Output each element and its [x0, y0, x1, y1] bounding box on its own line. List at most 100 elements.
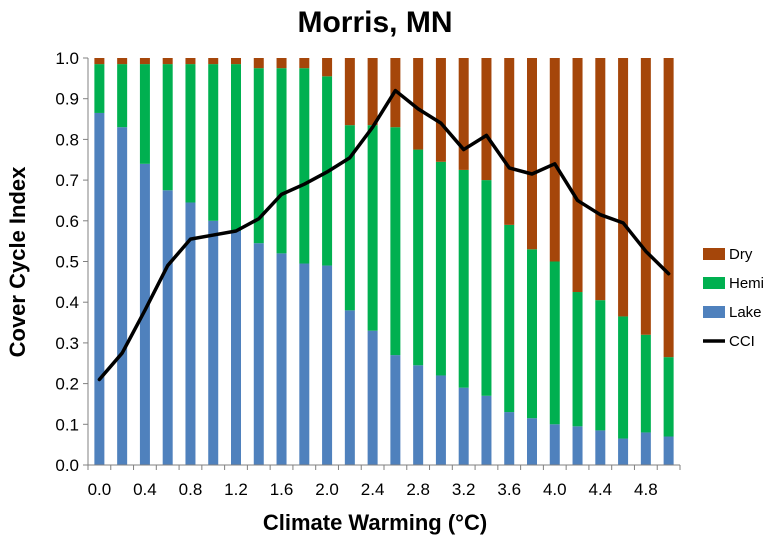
- bar-lake-22: [595, 430, 606, 465]
- bar-dry-25: [663, 58, 674, 358]
- bar-hemi-12: [367, 125, 378, 331]
- bar-hemi-17: [481, 180, 492, 396]
- bar-lake-5: [208, 220, 219, 465]
- bar-lake-16: [458, 387, 469, 465]
- bar-hemi-7: [253, 68, 264, 244]
- bar-dry-20: [549, 58, 560, 262]
- legend-swatch-dry: [703, 248, 725, 260]
- bar-dry-17: [481, 58, 492, 181]
- legend-label-dry: Dry: [729, 246, 753, 263]
- bar-lake-24: [640, 432, 651, 465]
- x-tick-label: 2.0: [315, 480, 339, 499]
- cci-line-group: [97, 88, 671, 382]
- bar-hemi-13: [390, 127, 401, 356]
- bar-lake-8: [276, 253, 287, 465]
- bar-dry-14: [413, 58, 424, 150]
- bar-hemi-0: [94, 64, 105, 113]
- bar-lake-21: [572, 426, 583, 465]
- bar-hemi-23: [618, 316, 629, 439]
- y-tick-label: 0.6: [55, 212, 79, 231]
- bar-hemi-6: [231, 64, 241, 231]
- legend-label-lake: Lake: [729, 304, 762, 321]
- bar-lake-13: [390, 355, 401, 465]
- bar-dry-9: [299, 58, 310, 69]
- bar-lake-0: [94, 112, 105, 465]
- bar-dry-15: [435, 58, 446, 162]
- bar-dry-21: [572, 58, 583, 293]
- x-tick-label: 4.0: [543, 480, 567, 499]
- bar-dry-12: [367, 58, 378, 126]
- axes-group: 0.0 0.1 0.2 0.3 0.4 0.5 0.6 0.7 0.8 0.9 1.0 0.0 0.4 0…: [55, 49, 681, 499]
- bar-dry-3: [162, 58, 173, 65]
- bar-lake-3: [162, 190, 173, 465]
- x-tick-label: 0.8: [179, 480, 203, 499]
- bar-dry-8: [276, 58, 287, 69]
- bar-dry-10: [322, 58, 333, 77]
- x-tick-label: 3.6: [497, 480, 521, 499]
- bar-lake-17: [481, 395, 492, 465]
- bar-lake-6: [231, 230, 241, 465]
- bar-dry-18: [504, 58, 515, 225]
- bar-dry-4: [185, 58, 196, 65]
- x-tick-label: 1.6: [270, 480, 294, 499]
- bar-hemi-19: [527, 249, 537, 419]
- y-axis-title: Cover Cycle Index: [5, 166, 30, 358]
- bar-hemi-24: [640, 334, 651, 433]
- bar-dry-23: [618, 58, 629, 317]
- legend-swatch-lake: [703, 306, 725, 318]
- bar-hemi-25: [663, 357, 674, 437]
- chart-title: Morris, MN: [297, 6, 452, 39]
- bar-lake-23: [618, 438, 629, 465]
- x-tick-label: 0.0: [88, 480, 112, 499]
- bar-hemi-9: [299, 68, 310, 264]
- bar-hemi-4: [185, 64, 196, 203]
- bar-hemi-14: [413, 149, 424, 366]
- legend: Dry Hemi Lake CCI: [703, 246, 763, 350]
- bar-lake-9: [299, 263, 310, 465]
- line-cci: [97, 88, 671, 382]
- bar-dry-7: [253, 58, 264, 69]
- y-tick-label: 0.7: [55, 171, 79, 190]
- bar-dry-11: [344, 58, 355, 126]
- bar-lake-19: [527, 418, 537, 465]
- y-tick-label: 0.0: [55, 456, 79, 475]
- y-tick-label: 0.5: [55, 253, 79, 272]
- bar-dry-24: [640, 58, 651, 335]
- bar-hemi-11: [344, 125, 355, 311]
- bar-dry-2: [139, 58, 150, 65]
- bar-hemi-21: [572, 292, 583, 427]
- bar-lake-10: [322, 265, 333, 465]
- y-tick-label: 0.3: [55, 334, 79, 353]
- bar-hemi-1: [117, 64, 128, 128]
- bar-dry-22: [595, 58, 606, 301]
- y-tick-label: 0.1: [55, 415, 79, 434]
- bar-hemi-16: [458, 169, 469, 388]
- bar-lake-7: [253, 243, 264, 465]
- bar-dry-0: [94, 58, 105, 65]
- x-tick-label: 3.2: [452, 480, 476, 499]
- y-tick-label: 0.8: [55, 130, 79, 149]
- bar-dry-6: [231, 58, 241, 65]
- y-tick-label: 0.4: [55, 293, 79, 312]
- x-tick-label: 0.4: [133, 480, 157, 499]
- bar-lake-1: [117, 127, 128, 465]
- bars-group: [94, 58, 674, 466]
- x-tick-label: 2.8: [406, 480, 430, 499]
- y-tick-label: 1.0: [55, 49, 79, 68]
- bar-lake-20: [549, 424, 560, 465]
- bar-lake-14: [413, 365, 424, 465]
- legend-label-cci: CCI: [729, 333, 755, 350]
- x-tick-label: 1.2: [224, 480, 248, 499]
- bar-lake-18: [504, 412, 515, 465]
- bar-hemi-2: [139, 64, 150, 164]
- bar-dry-19: [527, 58, 537, 250]
- x-tick-label: 4.8: [634, 480, 658, 499]
- y-tick-label: 0.9: [55, 90, 79, 109]
- bar-hemi-18: [504, 224, 515, 413]
- legend-swatch-hemi: [703, 277, 725, 289]
- y-tick-label: 0.2: [55, 375, 79, 394]
- bar-dry-5: [208, 58, 219, 65]
- bar-dry-1: [117, 58, 128, 65]
